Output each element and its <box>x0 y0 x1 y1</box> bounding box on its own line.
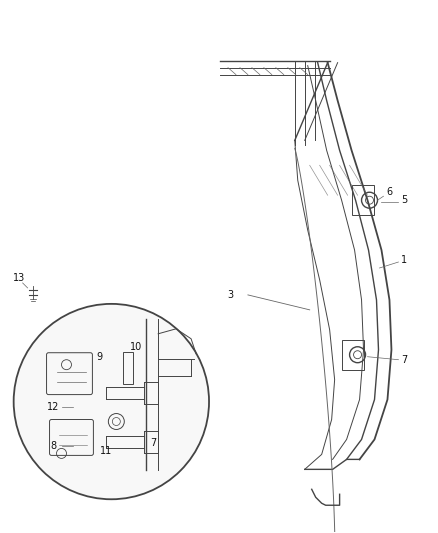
Text: 5: 5 <box>401 195 407 205</box>
Text: 9: 9 <box>96 352 102 362</box>
Text: 8: 8 <box>50 441 57 451</box>
Text: 7: 7 <box>401 354 407 365</box>
Text: 13: 13 <box>13 273 25 283</box>
Text: 6: 6 <box>386 187 392 197</box>
Bar <box>352 185 374 215</box>
Text: 10: 10 <box>130 342 142 352</box>
Text: 1: 1 <box>401 255 407 265</box>
Text: 11: 11 <box>100 447 113 456</box>
Text: 7: 7 <box>150 439 156 448</box>
Circle shape <box>14 304 209 499</box>
Bar <box>124 352 133 384</box>
Text: 3: 3 <box>227 290 233 300</box>
Text: 12: 12 <box>47 401 60 411</box>
Bar <box>342 340 364 370</box>
